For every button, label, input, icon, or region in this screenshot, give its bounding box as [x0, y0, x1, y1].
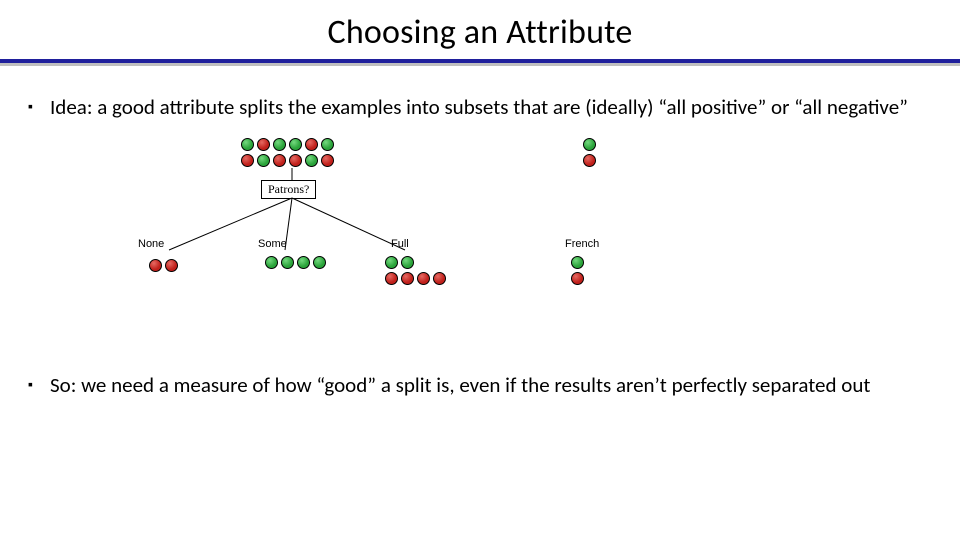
negative-dot: [571, 272, 584, 285]
negative-dot: [165, 259, 178, 272]
positive-dot: [583, 138, 596, 151]
branch-examples: [149, 256, 178, 272]
bullet-2: ▪ So: we need a measure of how “good” a …: [28, 372, 932, 398]
positive-dot: [297, 256, 310, 269]
branch-label: Some: [258, 238, 287, 250]
branch-label: French: [565, 238, 599, 250]
diagram-area: Patrons?NoneSomeFull French: [28, 138, 932, 338]
branch-label: Full: [391, 238, 409, 250]
root-examples-fragment: [583, 138, 596, 167]
positive-dot: [281, 256, 294, 269]
type-tree-fragment: French: [583, 138, 703, 328]
bullet-marker: ▪: [28, 94, 50, 120]
title-rule-shadow: [0, 63, 960, 66]
negative-dot: [583, 154, 596, 167]
negative-dot: [417, 272, 430, 285]
bullet-1: ▪ Idea: a good attribute splits the exam…: [28, 94, 932, 120]
positive-dot: [401, 256, 414, 269]
branch-examples: [571, 256, 584, 285]
patrons-tree: Patrons?NoneSomeFull: [143, 138, 483, 328]
positive-dot: [313, 256, 326, 269]
tree-edges: [143, 138, 483, 328]
negative-dot: [385, 272, 398, 285]
positive-dot: [571, 256, 584, 269]
negative-dot: [149, 259, 162, 272]
branch-label: None: [138, 238, 164, 250]
slide-title: Choosing an Attribute: [0, 0, 960, 59]
branch-examples: [265, 256, 326, 272]
negative-dot: [401, 272, 414, 285]
negative-dot: [433, 272, 446, 285]
positive-dot: [265, 256, 278, 269]
bullet-marker: ▪: [28, 372, 50, 398]
bullet-text: Idea: a good attribute splits the exampl…: [50, 94, 932, 120]
branch-examples: [385, 256, 446, 285]
positive-dot: [385, 256, 398, 269]
bullet-text: So: we need a measure of how “good” a sp…: [50, 372, 932, 398]
